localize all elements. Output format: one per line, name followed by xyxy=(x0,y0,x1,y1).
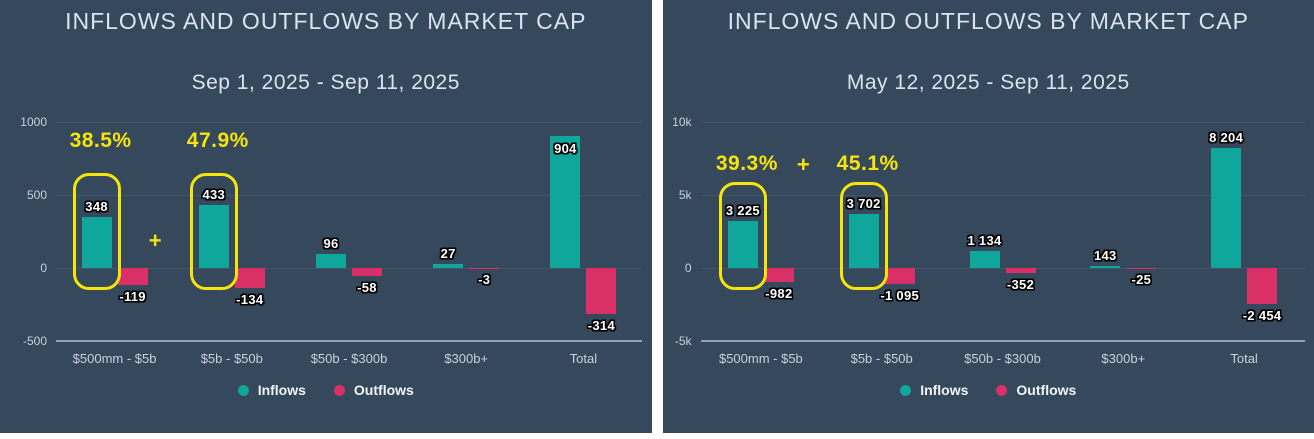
highlight-percent-label: 47.9% xyxy=(186,128,249,152)
outflow-bar[interactable] xyxy=(1005,268,1036,274)
inflow-bar[interactable] xyxy=(1211,148,1242,268)
outflow-value-label: -134 xyxy=(236,291,264,307)
plot-area: 10k 5k 0 -5k $500mm - $5b $5b - $50b $50b - $3… xyxy=(663,0,1314,433)
x-axis-line xyxy=(700,340,1305,342)
chart-subtitle-date-range: Sep 1, 2025 - Sep 11, 2025 xyxy=(191,71,460,94)
outflow-bar[interactable] xyxy=(884,268,915,284)
chart-subtitle-date-range: May 12, 2025 - Sep 11, 2025 xyxy=(846,71,1130,94)
legend-label: Outflows xyxy=(353,382,414,398)
legend: Inflows Outflows xyxy=(0,382,652,398)
highlight-outline xyxy=(72,172,121,290)
x-axis-category-label: $5b - $50b xyxy=(850,351,913,366)
legend-label: Outflows xyxy=(1016,382,1077,398)
highlight-percent-label: 38.5% xyxy=(69,128,132,152)
outflow-value-label: -352 xyxy=(1006,277,1035,293)
y-axis-tick-label: 5k xyxy=(678,188,692,202)
outflow-value-label: -982 xyxy=(765,286,793,302)
x-axis-category-label: $500mm - $5b xyxy=(718,351,803,366)
outflow-value-label: -25 xyxy=(1131,272,1152,288)
inflow-value-label: 143 xyxy=(1094,247,1117,263)
x-axis-line xyxy=(56,340,642,342)
outflow-bar[interactable] xyxy=(234,268,265,288)
legend-item-outflows[interactable]: Outflows xyxy=(996,382,1076,398)
inflow-value-label: 8 204 xyxy=(1209,130,1244,146)
inflow-value-label: 3 702 xyxy=(846,195,881,211)
inflow-bar[interactable] xyxy=(1090,265,1121,268)
outflow-value-label: -58 xyxy=(357,280,377,296)
inflow-bar[interactable] xyxy=(848,213,879,268)
outflow-bar[interactable] xyxy=(586,268,617,314)
x-axis-category-label: $300b+ xyxy=(444,351,489,366)
outflow-bar[interactable] xyxy=(1247,268,1278,304)
outflow-bar[interactable] xyxy=(352,268,382,277)
plus-sign: + xyxy=(796,151,810,177)
outflow-bar[interactable] xyxy=(763,268,794,283)
highlight-outline xyxy=(189,172,238,290)
y-axis-tick-label: 0 xyxy=(40,261,47,275)
chart-card-sep-period: INFLOWS AND OUTFLOWS BY MARKET CAP Sep 1… xyxy=(0,0,652,433)
inflow-bar[interactable] xyxy=(727,220,758,268)
legend-item-inflows[interactable]: Inflows xyxy=(900,382,968,398)
legend-label: Inflows xyxy=(920,382,969,398)
inflow-bar[interactable] xyxy=(550,136,581,268)
outflow-value-label: -314 xyxy=(587,317,615,333)
inflow-value-label: 1 134 xyxy=(967,233,1002,249)
chart-title: INFLOWS AND OUTFLOWS BY MARKET CAP xyxy=(727,8,1249,34)
inflow-value-label: 27 xyxy=(440,246,456,262)
plot-area: 1000 500 0 -500 $500mm - $5b $5b - $50b $50b -… xyxy=(0,0,652,433)
y-axis-tick-label: 0 xyxy=(684,261,692,275)
x-axis-category-label: $50b - $300b xyxy=(310,351,388,366)
inflow-bar[interactable] xyxy=(316,253,346,268)
inflow-bar[interactable] xyxy=(969,251,1000,268)
inflows-legend-dot-icon xyxy=(900,384,912,396)
inflow-value-label: 3 225 xyxy=(725,202,760,218)
legend-item-outflows[interactable]: Outflows xyxy=(333,382,414,398)
legend: Inflows Outflows xyxy=(663,382,1314,398)
x-axis-category-label: Total xyxy=(569,351,598,366)
outflows-legend-dot-icon xyxy=(333,384,345,396)
highlight-outline xyxy=(839,181,888,290)
y-axis-tick-label: -500 xyxy=(22,334,47,348)
legend-item-inflows[interactable]: Inflows xyxy=(237,382,306,398)
chart-title: INFLOWS AND OUTFLOWS BY MARKET CAP xyxy=(65,8,587,34)
y-gridline xyxy=(56,194,642,196)
y-gridline xyxy=(700,121,1305,123)
highlight-outline xyxy=(718,181,767,290)
outflow-bar[interactable] xyxy=(117,268,148,286)
y-axis-tick-label: 500 xyxy=(26,188,47,202)
legend-label: Inflows xyxy=(257,382,306,398)
y-gridline xyxy=(56,121,642,123)
inflow-bar[interactable] xyxy=(198,204,229,268)
x-axis-category-label: $500mm - $5b xyxy=(72,351,157,366)
x-axis-category-label: $300b+ xyxy=(1101,351,1146,366)
inflow-value-label: 904 xyxy=(554,141,577,157)
outflows-legend-dot-icon xyxy=(996,384,1008,396)
x-axis-category-label: $5b - $50b xyxy=(200,351,263,366)
outflow-value-label: -1 095 xyxy=(880,287,920,303)
chart-card-may-period: INFLOWS AND OUTFLOWS BY MARKET CAP May 1… xyxy=(662,0,1314,433)
highlight-percent-label: 39.3% xyxy=(715,151,778,175)
inflows-legend-dot-icon xyxy=(237,384,249,396)
outflow-value-label: -2 454 xyxy=(1242,307,1282,323)
inflow-value-label: 433 xyxy=(202,186,226,202)
x-axis-category-label: Total xyxy=(1230,351,1258,366)
y-axis-tick-label: -5k xyxy=(674,334,692,348)
x-axis-category-label: $50b - $300b xyxy=(964,351,1041,366)
y-gridline xyxy=(56,267,642,269)
highlight-percent-label: 45.1% xyxy=(836,151,899,175)
y-gridline xyxy=(700,267,1305,269)
y-axis-tick-label: 10k xyxy=(672,115,692,129)
outflow-value-label: -119 xyxy=(119,289,146,305)
outflow-value-label: -3 xyxy=(478,272,491,288)
y-axis-tick-label: 1000 xyxy=(20,115,47,129)
inflow-bar[interactable] xyxy=(81,217,112,268)
inflow-value-label: 348 xyxy=(85,199,108,215)
inflow-bar[interactable] xyxy=(433,264,464,268)
y-gridline xyxy=(700,194,1305,196)
plus-sign: + xyxy=(148,228,162,253)
inflow-value-label: 96 xyxy=(323,235,339,251)
